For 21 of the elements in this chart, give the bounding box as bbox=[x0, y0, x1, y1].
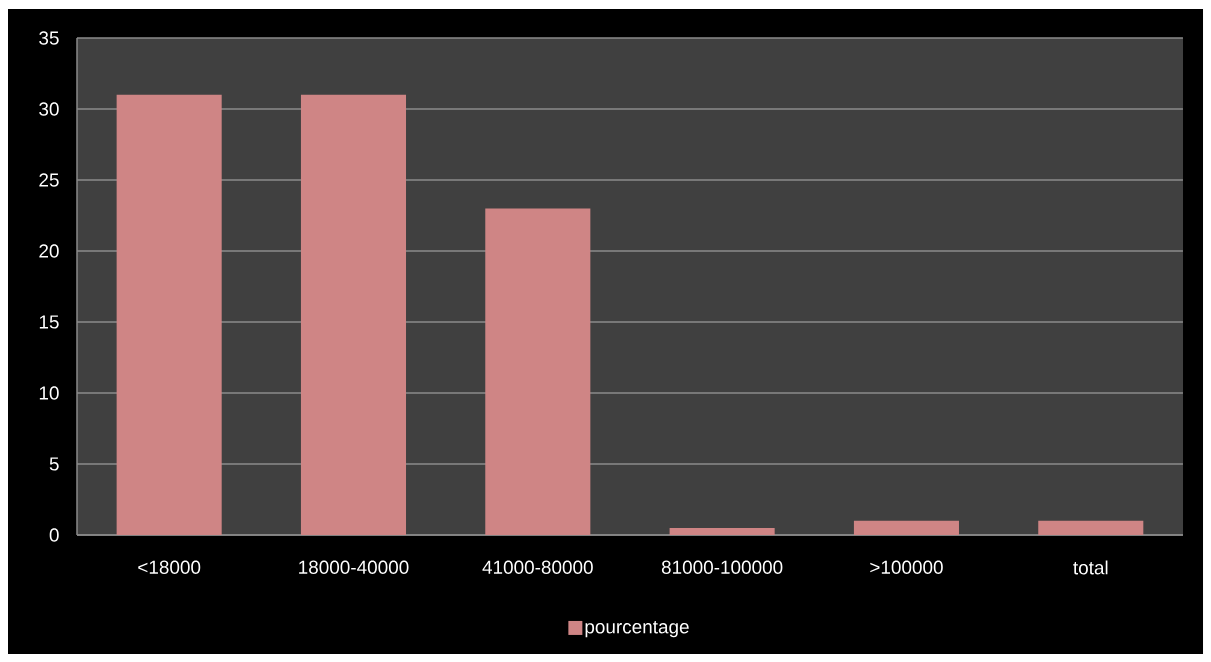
legend-label: pourcentage bbox=[585, 621, 689, 638]
y-tick-label: 20 bbox=[39, 244, 59, 258]
x-tick-label: 18000-40000 bbox=[299, 560, 409, 574]
x-tick-label: total bbox=[1073, 560, 1108, 575]
x-tick-label: 41000-80000 bbox=[482, 560, 593, 574]
x-tick-label: 81000-100000 bbox=[661, 560, 783, 574]
y-tick-label: 25 bbox=[39, 173, 59, 187]
bar bbox=[300, 94, 407, 535]
bar bbox=[669, 527, 775, 535]
bar bbox=[485, 208, 591, 535]
y-tick-label: 5 bbox=[49, 457, 59, 471]
bar bbox=[1038, 520, 1144, 535]
bar bbox=[116, 94, 222, 535]
bar bbox=[853, 520, 959, 535]
y-tick-label: 10 bbox=[39, 386, 59, 400]
y-tick-label: 0 bbox=[49, 528, 59, 542]
y-tick-label: 30 bbox=[39, 102, 59, 116]
y-tick-label: 15 bbox=[39, 315, 59, 329]
x-tick-label: >100000 bbox=[870, 560, 943, 574]
y-tick-label: 35 bbox=[39, 31, 59, 45]
x-tick-label: <18000 bbox=[138, 560, 201, 574]
